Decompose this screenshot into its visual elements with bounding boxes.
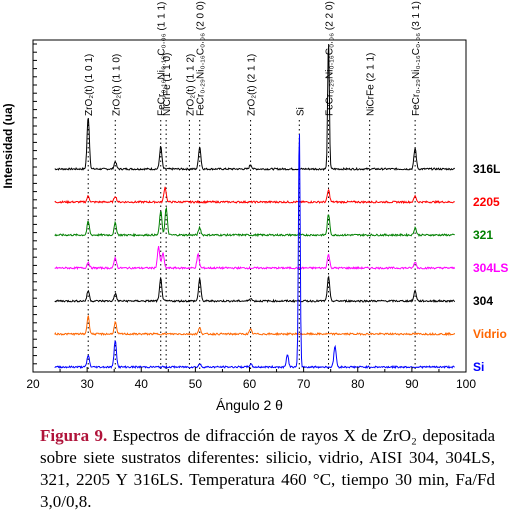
x-tick-label: 90 xyxy=(405,377,419,391)
x-tick-label: 70 xyxy=(297,377,311,391)
series-line-316l xyxy=(54,43,456,171)
reference-label: NiCrFe (2 1 1) xyxy=(366,53,377,116)
series-labels: 316L 2205 321 304LS 304 Vidrio Si xyxy=(473,162,508,374)
series-line-si xyxy=(54,134,455,370)
series-label: 304 xyxy=(473,294,493,308)
reference-label: FeCr₀.₂₉Ni₀.₁₆C₀.₀₆ (2 0 0) xyxy=(196,1,207,116)
series-line-vidrio xyxy=(54,315,456,337)
x-tick-label: 50 xyxy=(189,377,203,391)
reference-label: ZrO₂(t) (2 1 1) xyxy=(247,54,258,116)
reference-lines xyxy=(87,120,416,372)
reference-label: FeCr₀.₂₉Ni₀.₁₆C₀.₀₆ (3 1 1) xyxy=(411,1,422,116)
y-axis-label: Intensidad (ua) xyxy=(1,103,15,188)
series-label: Vidrio xyxy=(473,327,507,341)
traces xyxy=(54,43,456,370)
reference-label: FeCr₀.₁₆Ni₀.₁₆C₀.₀₆ (1 1 1) xyxy=(157,2,168,116)
x-axis: 20 30 40 50 60 70 80 90 100 xyxy=(26,367,476,391)
series-line-2205 xyxy=(54,186,455,205)
reference-label: NiCrFe (1 1 0) xyxy=(162,53,173,116)
reference-label: ZrO₂(t) (1 0 1) xyxy=(84,54,95,116)
x-axis-label: Ángulo 2 θ xyxy=(216,397,283,413)
reference-label: ZrO₂(t) (1 1 2) xyxy=(185,54,196,116)
figure-caption: Figura 9. Espectros de difracción de ray… xyxy=(40,425,495,513)
reference-labels: ZrO₂(t) (1 0 1) ZrO₂(t) (1 1 0) FeCr₀.₁₆Ni… xyxy=(84,1,422,116)
reference-label: FeCr₀.₂₉Ni₀.₁₆C₀.₀₆ (2 2 0) xyxy=(325,1,336,116)
series-line-321 xyxy=(54,206,455,238)
series-label: 321 xyxy=(473,228,493,242)
series-label: 2205 xyxy=(473,195,500,209)
reference-label: ZrO₂(t) (1 1 0) xyxy=(111,54,122,116)
series-line-304 xyxy=(54,275,456,304)
series-label: 304LS xyxy=(473,261,508,275)
x-tick-label: 80 xyxy=(351,377,365,391)
series-label: 316L xyxy=(473,162,500,176)
x-tick-label: 30 xyxy=(80,377,94,391)
x-tick-label: 20 xyxy=(26,377,40,391)
reference-label: Si xyxy=(295,107,306,116)
series-line-304ls xyxy=(54,246,456,271)
x-tick-label: 100 xyxy=(456,377,476,391)
series-label: Si xyxy=(473,360,484,374)
x-tick-label: 60 xyxy=(243,377,257,391)
xrd-chart: ZrO₂(t) (1 0 1) ZrO₂(t) (1 1 0) FeCr₀.₁₆Ni… xyxy=(1,1,508,413)
x-tick-label: 40 xyxy=(135,377,149,391)
y-axis xyxy=(33,43,37,373)
caption-lead: Figura 9. xyxy=(40,426,108,445)
caption-text: Espectros de difracción de rayos X de Zr… xyxy=(40,426,496,511)
